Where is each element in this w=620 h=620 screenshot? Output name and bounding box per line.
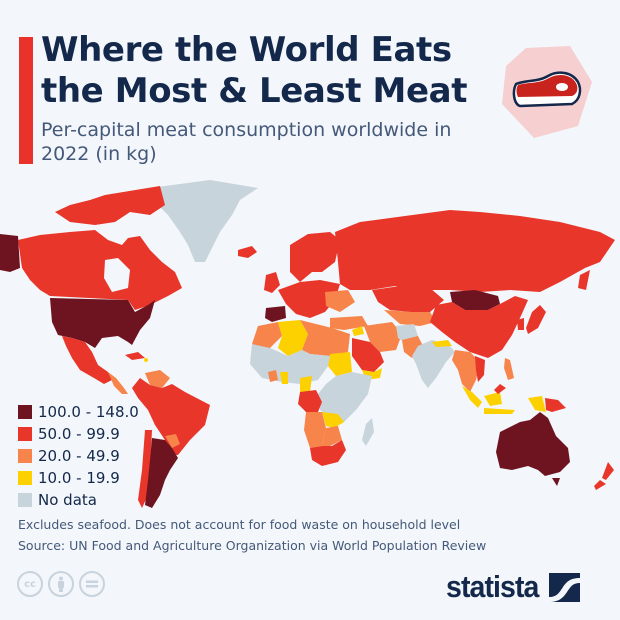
legend-item: No data xyxy=(18,489,139,511)
region-syria[interactable] xyxy=(352,326,364,336)
region-madagascar[interactable] xyxy=(362,418,374,446)
legend-swatch xyxy=(18,493,32,507)
legend-label: 100.0 - 148.0 xyxy=(38,403,139,421)
legend-swatch xyxy=(18,471,32,485)
region-iran[interactable] xyxy=(364,322,402,352)
region-canada[interactable] xyxy=(18,230,182,310)
footnotes: Excludes seafood. Does not account for f… xyxy=(18,514,486,556)
region-libya-egypt[interactable] xyxy=(300,320,350,356)
page-subtitle: Per-capital meat consumption worldwide i… xyxy=(41,119,452,165)
legend-swatch xyxy=(18,427,32,441)
page-title: Where the World Eats the Most & Least Me… xyxy=(41,30,468,111)
note-exclusions: Excludes seafood. Does not account for f… xyxy=(18,517,461,532)
accent-bar xyxy=(19,37,33,164)
region-australia[interactable] xyxy=(496,412,570,476)
region-spain[interactable] xyxy=(265,306,286,322)
region-kazakhstan[interactable] xyxy=(372,286,444,312)
cc-icon[interactable]: cc xyxy=(17,571,43,597)
region-sudan[interactable] xyxy=(328,352,352,376)
region-argentina[interactable] xyxy=(145,438,178,508)
region-saudi-arabia[interactable] xyxy=(352,338,384,372)
region-morocco-west-africa[interactable] xyxy=(252,322,282,352)
legend-item: 50.0 - 99.9 xyxy=(18,423,139,445)
region-algeria[interactable] xyxy=(278,320,308,356)
legend-item: 100.0 - 148.0 xyxy=(18,401,139,423)
license-icons: cc xyxy=(17,571,105,597)
region-korea[interactable] xyxy=(517,318,524,330)
region-usa[interactable] xyxy=(50,298,155,348)
region-new-zealand[interactable] xyxy=(594,462,614,490)
person-icon xyxy=(58,576,64,592)
note-source: Source: UN Food and Agriculture Organiza… xyxy=(18,538,487,553)
statista-mark-icon xyxy=(548,572,580,602)
nd-icon[interactable] xyxy=(79,571,105,597)
region-paraguay[interactable] xyxy=(165,434,180,448)
region-alaska[interactable] xyxy=(0,234,20,272)
region-greenland[interactable] xyxy=(150,180,258,262)
by-icon[interactable] xyxy=(48,571,74,597)
region-central-africa[interactable] xyxy=(298,390,322,412)
region-eastern-europe[interactable] xyxy=(325,290,355,312)
region-indonesia[interactable] xyxy=(462,386,546,414)
region-botswana-zimbabwe[interactable] xyxy=(322,426,342,446)
region-south-africa[interactable] xyxy=(310,440,346,466)
region-zambia[interactable] xyxy=(322,412,344,428)
region-china[interactable] xyxy=(430,296,528,358)
region-iceland[interactable] xyxy=(238,246,257,258)
steak-icon xyxy=(502,46,592,138)
statista-logo[interactable]: statista xyxy=(446,569,580,605)
region-venezuela[interactable] xyxy=(145,370,170,388)
region-vietnam[interactable] xyxy=(475,356,485,382)
world-map xyxy=(0,180,615,508)
region-mongolia[interactable] xyxy=(450,290,500,310)
region-western-europe[interactable] xyxy=(278,280,340,318)
legend-item: 20.0 - 49.9 xyxy=(18,445,139,467)
legend-swatch xyxy=(18,449,32,463)
region-india[interactable] xyxy=(412,340,455,388)
region-mexico[interactable] xyxy=(62,336,112,384)
legend: 100.0 - 148.0 50.0 - 99.9 20.0 - 49.9 10… xyxy=(18,401,139,511)
region-central-america[interactable] xyxy=(108,372,128,394)
cc-text: cc xyxy=(24,578,36,590)
region-east-africa[interactable] xyxy=(318,372,372,422)
region-scandinavia[interactable] xyxy=(290,232,340,282)
legend-swatch xyxy=(18,405,32,419)
region-japan[interactable] xyxy=(526,305,546,334)
region-canada-islands[interactable] xyxy=(55,186,165,225)
region-papua-new-guinea[interactable] xyxy=(545,398,566,412)
legend-label: 20.0 - 49.9 xyxy=(38,447,120,465)
region-central-asia[interactable] xyxy=(384,310,436,326)
region-turkey[interactable] xyxy=(330,316,368,330)
region-angola-namibia[interactable] xyxy=(304,412,326,448)
region-southeast-asia[interactable] xyxy=(452,350,480,392)
legend-item: 10.0 - 19.9 xyxy=(18,467,139,489)
region-philippines[interactable] xyxy=(504,358,514,380)
legend-label: 10.0 - 19.9 xyxy=(38,469,120,487)
brand-name: statista xyxy=(446,569,539,604)
region-brazil[interactable] xyxy=(132,378,210,455)
legend-label: No data xyxy=(38,491,97,509)
equals-icon xyxy=(86,580,98,588)
legend-label: 50.0 - 99.9 xyxy=(38,425,120,443)
region-russia[interactable] xyxy=(335,210,615,292)
region-uk[interactable] xyxy=(264,272,280,293)
